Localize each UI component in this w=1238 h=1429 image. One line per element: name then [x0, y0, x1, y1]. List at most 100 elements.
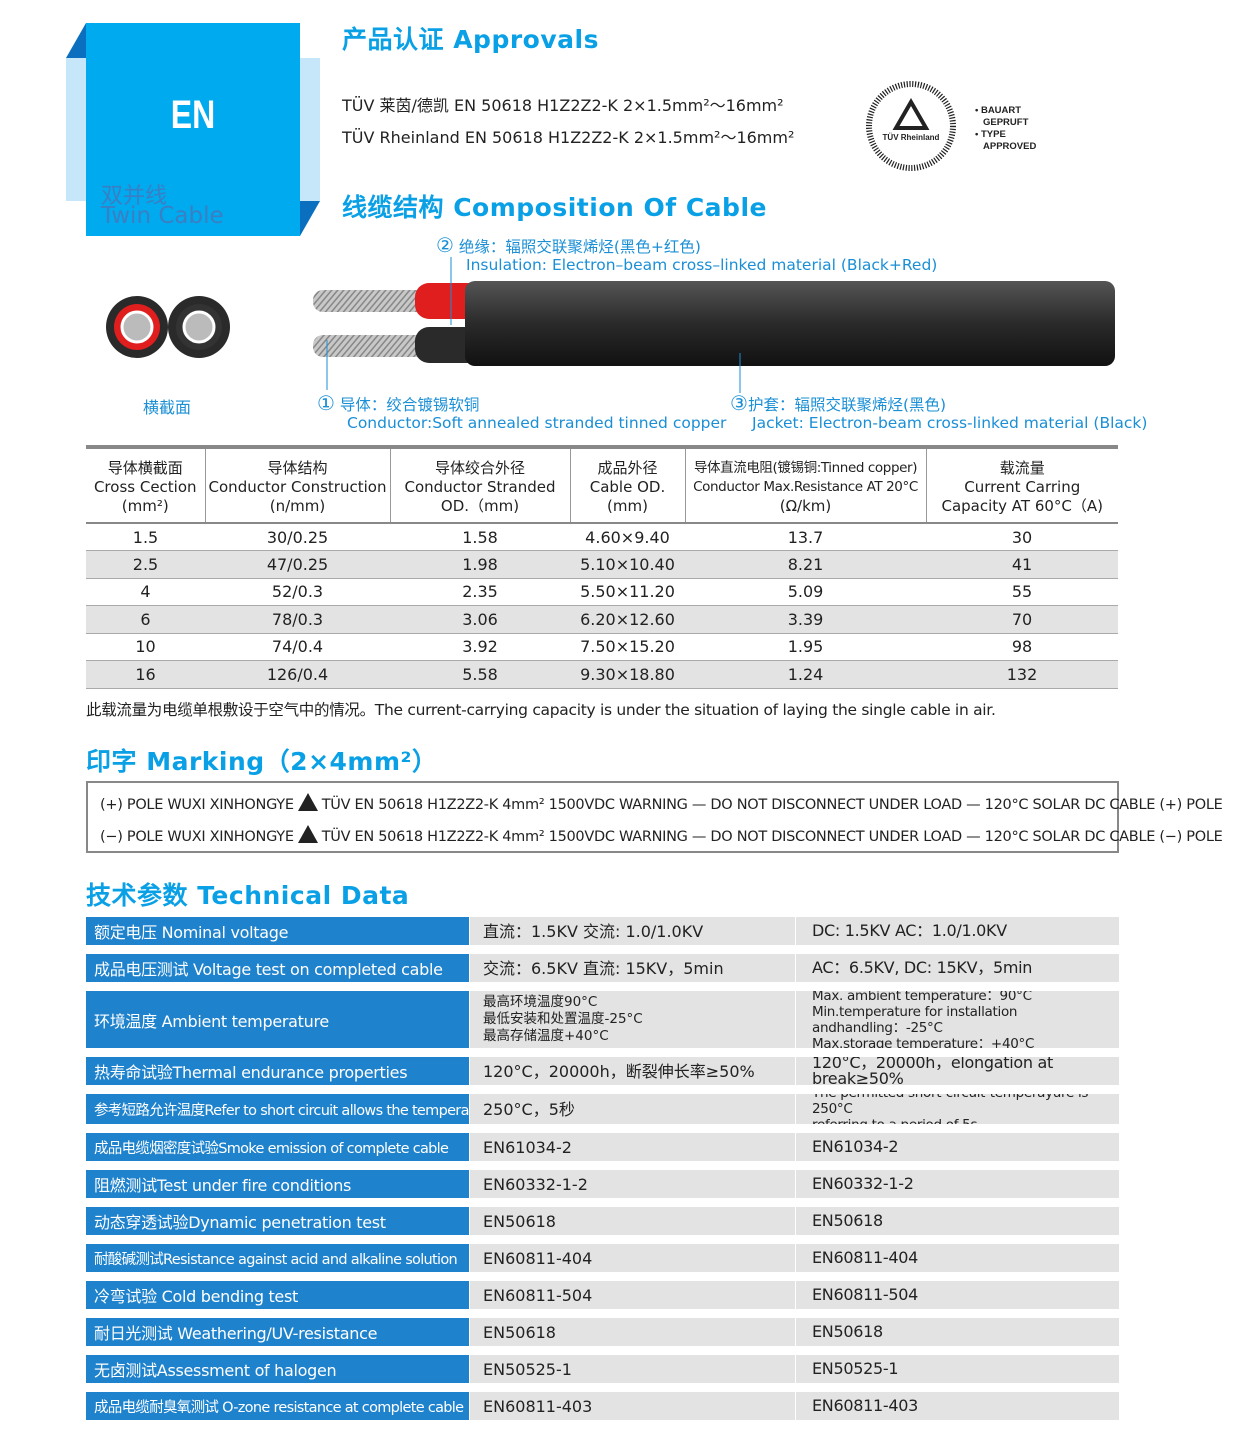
part-cn: 护套：辐照交联聚烯烃(黑色)	[747, 396, 947, 414]
tech-cn: 250°C，5秒	[470, 1094, 795, 1124]
table-cell: 132	[926, 660, 1118, 689]
table-cell: 3.92	[390, 633, 570, 661]
tech-en: EN60811-403	[796, 1392, 1119, 1420]
table-cell: 47/0.25	[205, 550, 390, 579]
approval-line-1: TÜV 莱茵/德凯 EN 50618 H1Z2Z2-K 2×1.5mm²～16m…	[342, 96, 784, 115]
table-row: 10 74/0.4 3.92 7.50×15.20 1.95 98	[86, 633, 1118, 661]
table-cell: 2.35	[390, 578, 570, 606]
table-cell: 126/0.4	[205, 660, 390, 689]
tech-en: EN50618	[796, 1207, 1119, 1235]
table-cell: 78/0.3	[205, 605, 390, 634]
tech-label: 阻燃测试Test under fire conditions	[86, 1170, 469, 1198]
svg-text:TÜV Rheinland: TÜV Rheinland	[883, 133, 940, 142]
tech-label: 动态穿透试验Dynamic penetration test	[86, 1207, 469, 1235]
badge-code: EN	[170, 93, 216, 137]
tuv-triangle-icon	[297, 793, 318, 811]
tech-en: DC: 1.5KV AC：1.0/1.0KV	[796, 917, 1119, 945]
marking-title: 印字 Marking（2×4mm²）	[86, 747, 438, 776]
header-line: Conductor Stranded	[404, 478, 556, 496]
tech-cn: EN60332-1-2	[470, 1170, 795, 1198]
header-line: Current Carring	[964, 478, 1081, 496]
tech-cn: 交流：6.5KV 直流: 15KV，5min	[470, 954, 795, 982]
tech-en: AC：6.5KV, DC: 15KV，5min	[796, 954, 1119, 982]
table-cell: 55	[926, 578, 1118, 606]
tech-cn: 直流：1.5KV 交流: 1.0/1.0KV	[470, 917, 795, 945]
table-cell: 74/0.4	[205, 633, 390, 661]
tech-row: 动态穿透试验Dynamic penetration test EN50618 EN5…	[86, 1207, 1119, 1235]
tech-label: 耐酸碱测试Resistance against acid and alkalin…	[86, 1244, 469, 1272]
tech-cn: EN50618	[470, 1318, 795, 1346]
tech-en: The permitted short-circuit-temperayure …	[796, 1094, 1119, 1124]
composition-title: 线缆结构 Composition Of Cable	[342, 193, 767, 222]
table-cell: 2.5	[86, 550, 205, 579]
table-cell: 4	[86, 578, 205, 606]
tech-en: EN60811-404	[796, 1244, 1119, 1272]
tech-label: 耐日光测试 Weathering/UV-resistance	[86, 1318, 469, 1346]
tech-en: Max. ambient temperature：90°C Min.temper…	[796, 991, 1119, 1048]
column-header: 成品外径 Cable OD. (mm)	[570, 445, 686, 524]
tech-label: 冷弯试验 Cold bending test	[86, 1281, 469, 1309]
table-cell: 70	[926, 605, 1118, 634]
tech-cn: EN60811-403	[470, 1392, 795, 1420]
part-cn: 绝缘：辐照交联聚烯烃(黑色+红色)	[458, 238, 701, 256]
tech-en: EN61034-2	[796, 1133, 1119, 1161]
tuv-triangle-icon	[297, 825, 318, 843]
marking-line: (+) POLE WUXI XINHONGYE TÜV EN 50618 H1Z2…	[100, 789, 1223, 821]
tech-label: 成品电压测试 Voltage test on completed cable	[86, 954, 469, 982]
table-cell: 10	[86, 633, 205, 661]
tech-cn: EN61034-2	[470, 1133, 795, 1161]
table-row: 4 52/0.3 2.35 5.50×11.20 5.09 55	[86, 578, 1118, 606]
note: GEPRUFT	[983, 117, 1029, 128]
tech-row: 冷弯试验 Cold bending test EN60811-504 EN60811…	[86, 1281, 1119, 1309]
conductor-label: ① 导体：绞合镀锡软铜 Conductor:Soft annealed stra…	[317, 393, 727, 432]
header-line: 导体绞合外径	[434, 459, 525, 477]
header-line: (mm)	[607, 497, 648, 515]
tech-label: 成品电缆耐臭氧测试 O-zone resistance at complete …	[86, 1392, 469, 1420]
header-line: 导体结构	[267, 459, 328, 477]
table-cell: 30	[926, 523, 1118, 551]
tech-label: 无卤测试Assessment of halogen	[86, 1355, 469, 1383]
table-cell: 41	[926, 550, 1118, 579]
header-line: Conductor Construction	[208, 478, 387, 496]
column-header: 导体结构 Conductor Construction (n/mm)	[205, 445, 391, 524]
part-en: Conductor:Soft annealed stranded tinned …	[347, 414, 727, 432]
marking-prefix: (−) POLE WUXI XINHONGYE	[100, 829, 294, 845]
tech-en: EN50525-1	[796, 1355, 1119, 1383]
table-cell: 30/0.25	[205, 523, 390, 551]
table-cell: 5.10×10.40	[570, 550, 685, 579]
table-note: 此载流量为电缆单根敷设于空气中的情况。The current-carrying …	[86, 701, 996, 719]
technical-table: 额定电压 Nominal voltage 直流：1.5KV 交流: 1.0/1.0…	[86, 917, 1119, 1429]
table-cell: 8.21	[685, 550, 926, 579]
header-line: (mm²)	[121, 497, 169, 515]
tech-row: 热寿命试验Thermal endurance properties 120°C，2…	[86, 1057, 1119, 1085]
part-number: ②	[436, 233, 454, 257]
header-line: Capacity AT 60°C（A)	[941, 497, 1104, 515]
marking-prefix: (+) POLE WUXI XINHONGYE	[100, 797, 294, 813]
tech-row: 成品电缆耐臭氧测试 O-zone resistance at complete …	[86, 1392, 1119, 1420]
table-cell: 52/0.3	[205, 578, 390, 606]
tech-row: 成品电缆烟密度试验Smoke emission of complete cabl…	[86, 1133, 1119, 1161]
table-cell: 1.24	[685, 660, 926, 689]
tuv-approval-notes: • BAUART GEPRUFT • TYPE APPROVED	[975, 105, 1036, 153]
tech-row: 参考短路允许温度Refer to short circuit allows th…	[86, 1094, 1119, 1124]
cross-section-image	[104, 294, 234, 364]
tech-row: 环境温度 Ambient temperature 最高环境温度90°C 最低安装和…	[86, 991, 1119, 1048]
tech-label: 成品电缆烟密度试验Smoke emission of complete cabl…	[86, 1133, 469, 1161]
header-line: OD.（mm)	[440, 497, 520, 515]
table-row: 16 126/0.4 5.58 9.30×18.80 1.24 132	[86, 660, 1118, 689]
marking-box: (+) POLE WUXI XINHONGYE TÜV EN 50618 H1Z2…	[86, 781, 1223, 853]
tech-label: 热寿命试验Thermal endurance properties	[86, 1057, 469, 1085]
column-header: 导体绞合外径 Conductor Stranded OD.（mm)	[390, 445, 571, 524]
tech-row: 无卤测试Assessment of halogen EN50525-1 EN5052…	[86, 1355, 1119, 1383]
tech-row: 耐酸碱测试Resistance against acid and alkalin…	[86, 1244, 1119, 1272]
table-cell: 3.39	[685, 605, 926, 634]
header-line: (Ω/km)	[779, 497, 832, 515]
category-badge: EN 双并线 Twin Cable	[66, 23, 320, 236]
table-cell: 5.09	[685, 578, 926, 606]
table-cell: 1.58	[390, 523, 570, 551]
part-cn: 导体：绞合镀锡软铜	[339, 396, 480, 414]
table-row: 1.5 30/0.25 1.58 4.60×9.40 13.7 30	[86, 523, 1118, 551]
badge-cn: 双并线	[101, 184, 168, 209]
note: • TYPE	[975, 129, 1006, 140]
table-cell: 5.50×11.20	[570, 578, 685, 606]
